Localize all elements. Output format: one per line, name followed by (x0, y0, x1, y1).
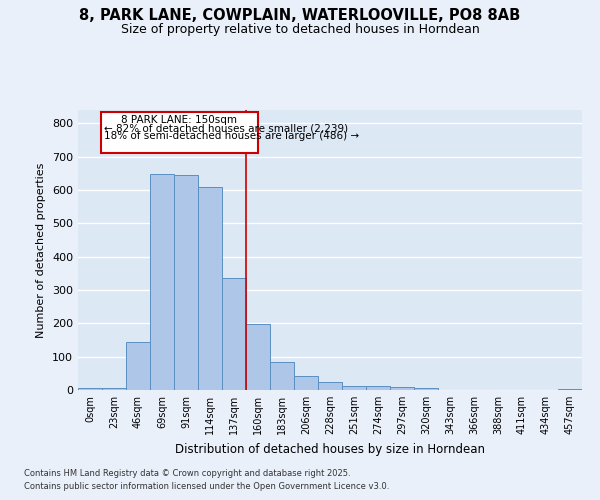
Text: 8 PARK LANE: 150sqm: 8 PARK LANE: 150sqm (121, 115, 238, 125)
Text: Distribution of detached houses by size in Horndean: Distribution of detached houses by size … (175, 442, 485, 456)
Text: 18% of semi-detached houses are larger (486) →: 18% of semi-detached houses are larger (… (104, 130, 359, 140)
Bar (246, 324, 270, 390)
Text: Contains public sector information licensed under the Open Government Licence v3: Contains public sector information licen… (24, 482, 389, 491)
Bar (390, 386, 414, 390)
Bar (174, 175, 198, 390)
FancyBboxPatch shape (101, 112, 258, 154)
Bar (558, 388, 582, 390)
Bar (414, 388, 438, 390)
Bar (294, 376, 318, 390)
Bar (78, 388, 102, 390)
Bar (342, 386, 366, 390)
Text: Size of property relative to detached houses in Horndean: Size of property relative to detached ho… (121, 22, 479, 36)
Y-axis label: Number of detached properties: Number of detached properties (37, 162, 46, 338)
Bar (126, 342, 150, 390)
Bar (318, 382, 342, 390)
Bar (102, 388, 126, 390)
Bar (150, 174, 174, 390)
Bar (198, 186, 222, 390)
Bar (270, 362, 294, 390)
Bar (222, 278, 246, 390)
Text: 8, PARK LANE, COWPLAIN, WATERLOOVILLE, PO8 8AB: 8, PARK LANE, COWPLAIN, WATERLOOVILLE, P… (79, 8, 521, 22)
Text: Contains HM Land Registry data © Crown copyright and database right 2025.: Contains HM Land Registry data © Crown c… (24, 468, 350, 477)
Text: ← 82% of detached houses are smaller (2,239): ← 82% of detached houses are smaller (2,… (104, 124, 349, 134)
Bar (366, 386, 390, 390)
